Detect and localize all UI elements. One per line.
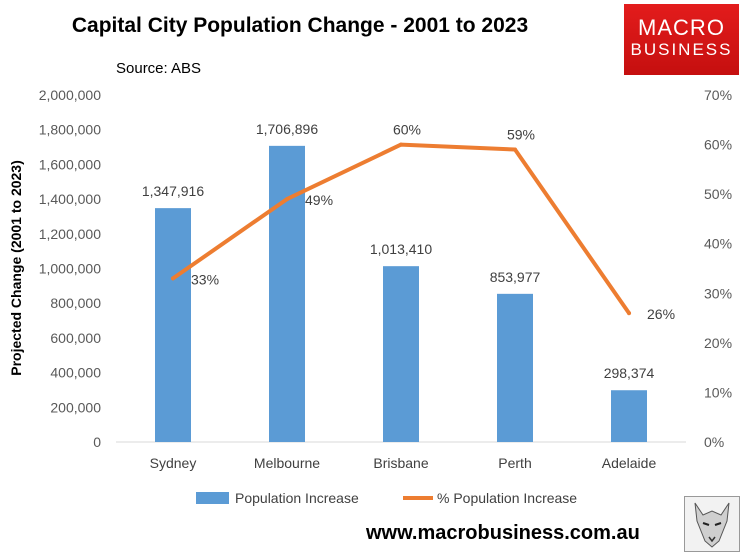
macrobusiness-logo: MACRO BUSINESS [624,4,739,75]
line-value-label: 49% [305,192,333,208]
legend-label-bar: Population Increase [235,490,359,506]
line-value-label: 33% [191,271,219,287]
line-point [627,311,631,316]
y2-tick-label: 20% [704,335,732,351]
logo-line-1: MACRO [638,15,725,40]
right-axis: 0% 10% 20% 30% 40% 50% 60% 70% [704,87,732,450]
legend-swatch-bar [196,492,229,504]
y2-tick-label: 40% [704,236,732,252]
source-note: Source: ABS [116,60,202,77]
x-tick-label: Brisbane [373,455,428,471]
bar [611,390,647,442]
y-tick-label: 400,000 [50,365,101,381]
x-axis-categories: Sydney Melbourne Brisbane Perth Adelaide [150,455,657,471]
y2-tick-label: 70% [704,87,732,103]
logo-line-2: BUSINESS [630,40,733,59]
y-tick-label: 1,200,000 [39,226,101,242]
line-point [513,147,517,152]
bar [383,266,419,442]
y-tick-label: 200,000 [50,399,101,415]
line-series [171,142,631,316]
bar-value-label: 1,347,916 [142,183,204,199]
y-tick-label: 0 [93,434,101,450]
line-value-label: 26% [647,306,675,322]
bar [497,293,533,442]
line-value-label: 60% [393,122,421,138]
x-tick-label: Sydney [150,455,197,471]
website-url: www.macrobusiness.com.au [366,522,640,544]
x-tick-label: Perth [498,455,531,471]
line-point [399,142,403,147]
left-axis: 0 200,000 400,000 600,000 800,000 1,000,000 1,… [39,87,102,450]
y2-tick-label: 30% [704,285,732,301]
legend: Population Increase % Population Increase [196,490,577,506]
y2-tick-label: 60% [704,137,732,153]
y2-tick-label: 50% [704,186,732,202]
legend-label-line: % Population Increase [437,490,577,506]
x-tick-label: Melbourne [254,455,320,471]
y-tick-label: 1,600,000 [39,156,101,172]
y2-tick-label: 0% [704,434,724,450]
line-point [171,276,175,281]
bar [155,208,191,442]
chart-title: Capital City Population Change - 2001 to… [71,14,529,37]
y-tick-label: 1,000,000 [39,261,101,277]
bar-series [155,145,647,442]
y-tick-label: 1,400,000 [39,191,101,207]
y-axis-title: Projected Change (2001 to 2023) [8,160,24,376]
bar-value-label: 853,977 [490,269,541,285]
y2-tick-label: 10% [704,384,732,400]
line-value-label: 59% [507,127,535,143]
y-tick-label: 2,000,000 [39,87,101,103]
bar-value-label: 1,013,410 [370,241,432,257]
y-tick-label: 600,000 [50,330,101,346]
y-tick-label: 800,000 [50,295,101,311]
y-tick-label: 1,800,000 [39,122,101,138]
bar-value-label: 1,706,896 [256,121,318,137]
x-tick-label: Adelaide [602,455,657,471]
line-point [285,197,289,202]
data-labels: 1,347,916 1,706,896 1,013,410 853,977 298,37… [142,121,675,381]
bar-value-label: 298,374 [604,365,655,381]
wolf-logo [684,496,740,552]
bar [269,145,305,442]
